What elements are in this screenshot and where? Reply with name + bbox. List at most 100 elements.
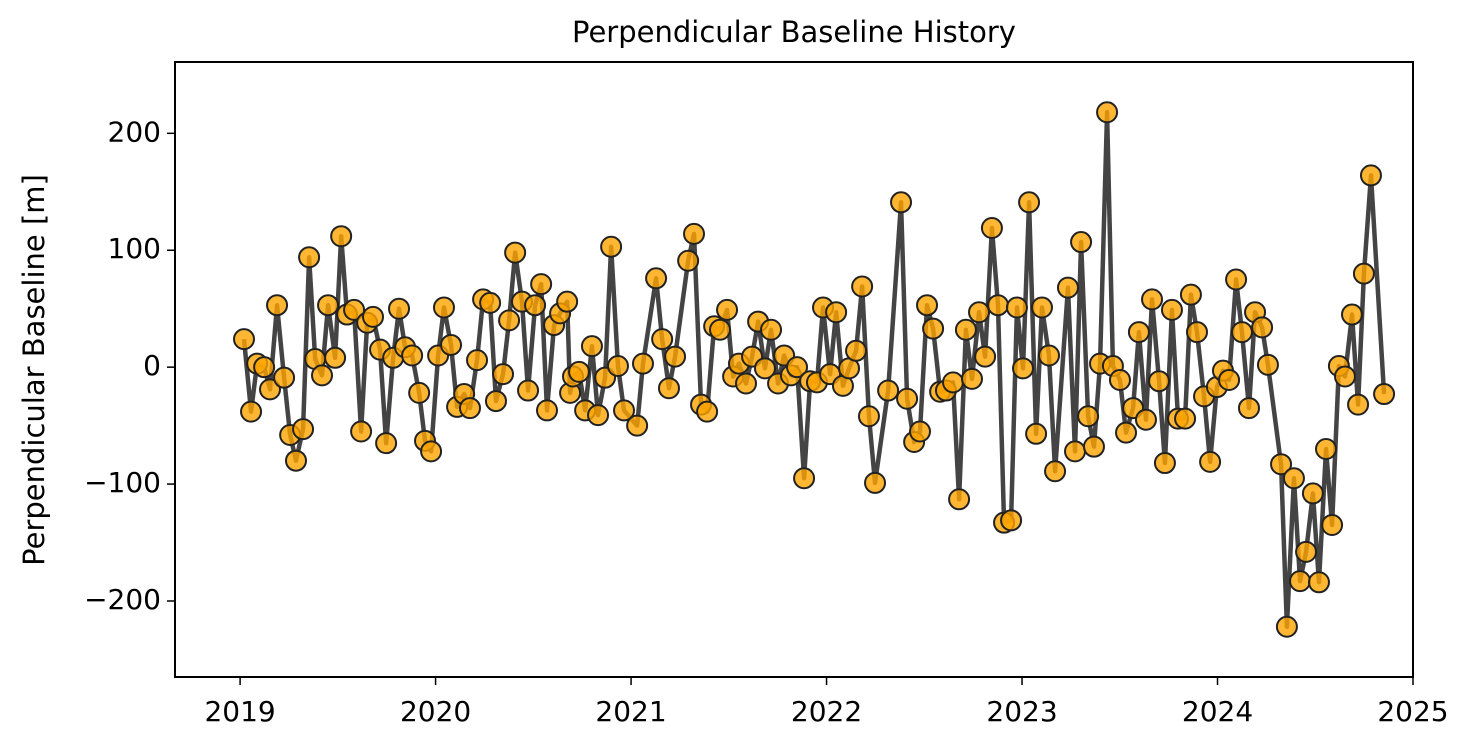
- data-point: [253, 356, 276, 379]
- data-point: [735, 372, 758, 395]
- data-point: [825, 301, 848, 324]
- data-point: [492, 363, 515, 386]
- data-point: [696, 400, 719, 423]
- data-point: [317, 294, 340, 317]
- data-point: [330, 225, 353, 248]
- data-point: [517, 379, 540, 402]
- data-point: [504, 241, 527, 264]
- data-point: [948, 488, 971, 511]
- data-point: [626, 414, 649, 437]
- data-point: [1179, 283, 1202, 306]
- data-point: [716, 298, 739, 321]
- data-point: [1289, 570, 1312, 593]
- y-tick-label: 200: [108, 115, 161, 148]
- y-tick-label: −100: [84, 466, 161, 499]
- data-point: [1237, 397, 1260, 420]
- data-point: [753, 357, 776, 380]
- data-point: [388, 297, 411, 320]
- data-point: [908, 420, 931, 443]
- data-point: [1005, 296, 1028, 319]
- data-point: [683, 222, 706, 245]
- data-point: [1025, 422, 1048, 445]
- y-tick-label: −200: [84, 583, 161, 616]
- data-point: [1134, 408, 1157, 431]
- data-point: [311, 364, 334, 387]
- data-point: [631, 352, 654, 375]
- data-point: [580, 335, 603, 358]
- data-point: [1000, 509, 1023, 532]
- data-point: [864, 471, 887, 494]
- data-point: [606, 354, 629, 377]
- data-point: [922, 317, 945, 340]
- x-tick-label: 2020: [400, 695, 471, 728]
- data-point: [466, 349, 489, 372]
- data-point: [851, 275, 874, 298]
- data-point: [651, 328, 674, 351]
- data-point: [974, 345, 997, 368]
- data-point: [1160, 298, 1183, 321]
- data-point: [1341, 303, 1364, 326]
- data-point: [458, 397, 481, 420]
- data-point: [556, 290, 579, 313]
- data-point: [240, 400, 263, 423]
- data-point: [1275, 615, 1298, 638]
- data-point: [432, 296, 455, 319]
- data-point: [968, 301, 991, 324]
- data-point: [1044, 460, 1067, 483]
- data-point: [677, 249, 700, 272]
- data-point: [1225, 268, 1248, 291]
- data-point: [350, 420, 373, 443]
- data-point: [1018, 191, 1041, 214]
- data-point: [1127, 321, 1150, 344]
- data-point: [1251, 316, 1274, 339]
- plot-frame: [174, 61, 1414, 678]
- data-point: [362, 305, 385, 328]
- data-point: [600, 235, 623, 258]
- data-point: [857, 405, 880, 428]
- data-point: [420, 440, 443, 463]
- data-point: [760, 318, 783, 341]
- x-tick-label: 2024: [1182, 695, 1253, 728]
- data-point: [568, 360, 591, 383]
- data-point: [1347, 393, 1370, 416]
- data-point: [793, 467, 816, 490]
- data-point: [657, 377, 680, 400]
- data-point: [292, 418, 315, 441]
- data-point: [954, 318, 977, 341]
- data-point: [1359, 164, 1382, 187]
- data-point: [484, 390, 507, 413]
- data-point: [498, 309, 521, 332]
- y-tick-label: 0: [143, 349, 161, 382]
- data-point: [273, 366, 296, 389]
- data-point: [986, 294, 1009, 317]
- data-point: [1038, 344, 1061, 367]
- data-point: [1218, 369, 1241, 392]
- data-point: [845, 339, 868, 362]
- data-point: [980, 217, 1003, 240]
- data-point: [896, 387, 919, 410]
- data-point: [1295, 540, 1318, 563]
- data-point: [645, 267, 668, 290]
- data-point: [1082, 435, 1105, 458]
- data-point: [1153, 452, 1176, 475]
- y-axis-label: Perpendicular Baseline [m]: [17, 174, 51, 566]
- data-point: [1115, 421, 1138, 444]
- data-point: [1056, 276, 1079, 299]
- x-tick-label: 2025: [1377, 695, 1448, 728]
- x-tick-label: 2023: [986, 695, 1057, 728]
- data-point: [890, 191, 913, 214]
- chart-title: Perpendicular Baseline History: [572, 15, 1016, 49]
- data-point: [1108, 369, 1131, 392]
- data-point: [916, 294, 939, 317]
- data-point: [266, 294, 289, 317]
- data-point: [298, 246, 321, 269]
- data-point: [440, 333, 463, 356]
- data-point: [1077, 405, 1100, 428]
- data-point: [613, 399, 636, 422]
- data-point: [960, 367, 983, 390]
- data-point: [259, 378, 282, 401]
- data-point: [524, 294, 547, 317]
- data-point: [587, 404, 610, 427]
- x-tick-label: 2021: [595, 695, 666, 728]
